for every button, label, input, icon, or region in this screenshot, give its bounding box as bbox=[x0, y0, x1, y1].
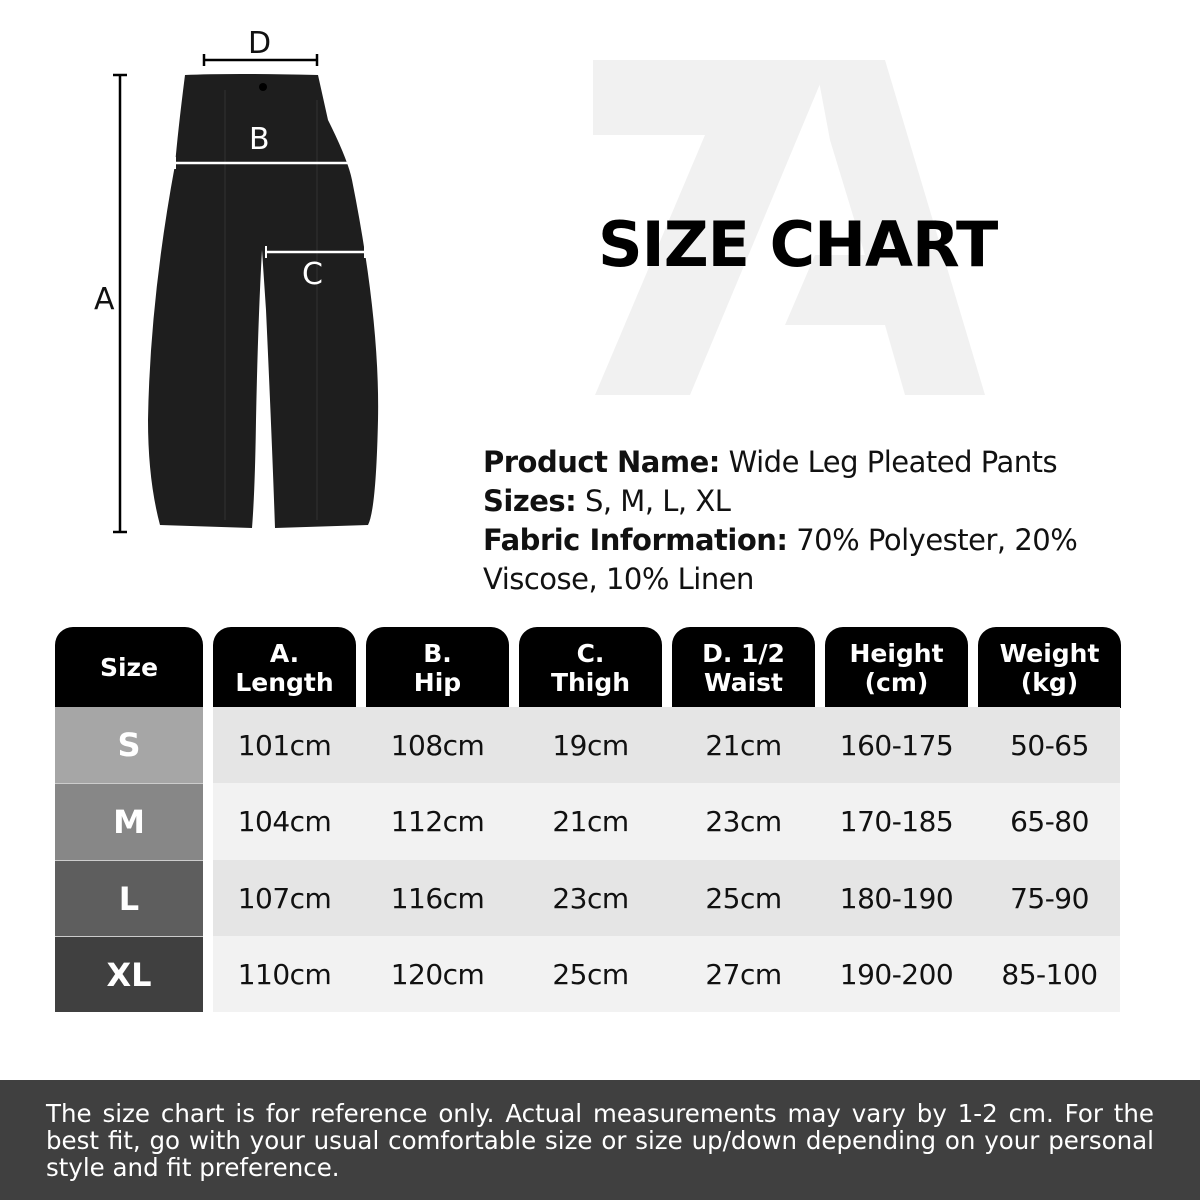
table-cell: 21cm bbox=[552, 805, 629, 838]
sizes-value: S, M, L, XL bbox=[584, 484, 731, 518]
brand-watermark-logo bbox=[593, 60, 985, 395]
size-cell: M bbox=[55, 783, 203, 860]
column-header: Weight (kg) bbox=[978, 627, 1121, 708]
table-cell: 190-200 bbox=[839, 957, 954, 991]
table-row: 101cm 108cm 19cm 21cm 160-175 50-65 bbox=[213, 707, 1120, 783]
fabric-label: Fabric Information: bbox=[483, 523, 788, 557]
label-d: D bbox=[248, 26, 272, 61]
size-cell: L bbox=[55, 860, 203, 936]
fabric-value: 70% Polyester, 20% Viscose, 10% Linen bbox=[483, 523, 1078, 596]
column-header: Size bbox=[55, 627, 203, 708]
label-c: C bbox=[302, 257, 323, 292]
size-cell: S bbox=[55, 707, 203, 783]
product-name: Wide Leg Pleated Pants bbox=[728, 445, 1058, 479]
table-cell: 23cm bbox=[552, 881, 629, 915]
table-cell: 110cm bbox=[237, 957, 332, 991]
column-header: Height (cm) bbox=[825, 627, 968, 708]
column-header: A. Length bbox=[213, 627, 356, 708]
label-b: B bbox=[249, 122, 270, 157]
table-cell: 104cm bbox=[237, 805, 332, 838]
table-cell: 120cm bbox=[390, 957, 485, 991]
sizes-label: Sizes: bbox=[483, 484, 577, 518]
table-cell: 19cm bbox=[552, 728, 629, 762]
table-row: 110cm 120cm 25cm 27cm 190-200 85-100 bbox=[213, 936, 1120, 1012]
column-header: C. Thigh bbox=[519, 627, 662, 708]
table-row: 104cm 112cm 21cm 23cm 170-185 65-80 bbox=[213, 783, 1120, 860]
table-cell: 170-185 bbox=[839, 805, 954, 838]
page-title: SIZE CHART bbox=[598, 208, 998, 281]
table-cell: 25cm bbox=[552, 957, 629, 991]
table-cell: 21cm bbox=[705, 728, 782, 762]
table-cell: 107cm bbox=[237, 881, 332, 915]
table-cell: 180-190 bbox=[839, 881, 954, 915]
label-a: A bbox=[94, 282, 115, 317]
table-cell: 50-65 bbox=[1010, 728, 1089, 762]
disclaimer: The size chart is for reference only. Ac… bbox=[0, 1080, 1200, 1200]
table-cell: 23cm bbox=[705, 805, 782, 838]
column-header: B. Hip bbox=[366, 627, 509, 708]
table-cell: 27cm bbox=[705, 957, 782, 991]
table-cell: 160-175 bbox=[839, 728, 954, 762]
pants-diagram bbox=[113, 54, 379, 534]
table-cell: 75-90 bbox=[1010, 881, 1089, 915]
table-cell: 101cm bbox=[237, 728, 332, 762]
table-row: 107cm 116cm 23cm 25cm 180-190 75-90 bbox=[213, 860, 1120, 936]
product-name-label: Product Name: bbox=[483, 445, 720, 479]
table-cell: 108cm bbox=[390, 728, 485, 762]
table-cell: 116cm bbox=[390, 881, 485, 915]
product-info: Product Name: Wide Leg Pleated Pants Siz… bbox=[483, 443, 1123, 599]
table-cell: 112cm bbox=[390, 805, 485, 838]
size-cell: XL bbox=[55, 936, 203, 1012]
column-header: D. 1/2 Waist bbox=[672, 627, 815, 708]
table-cell: 65-80 bbox=[1010, 805, 1089, 838]
table-cell: 25cm bbox=[705, 881, 782, 915]
table-cell: 85-100 bbox=[1001, 957, 1098, 991]
